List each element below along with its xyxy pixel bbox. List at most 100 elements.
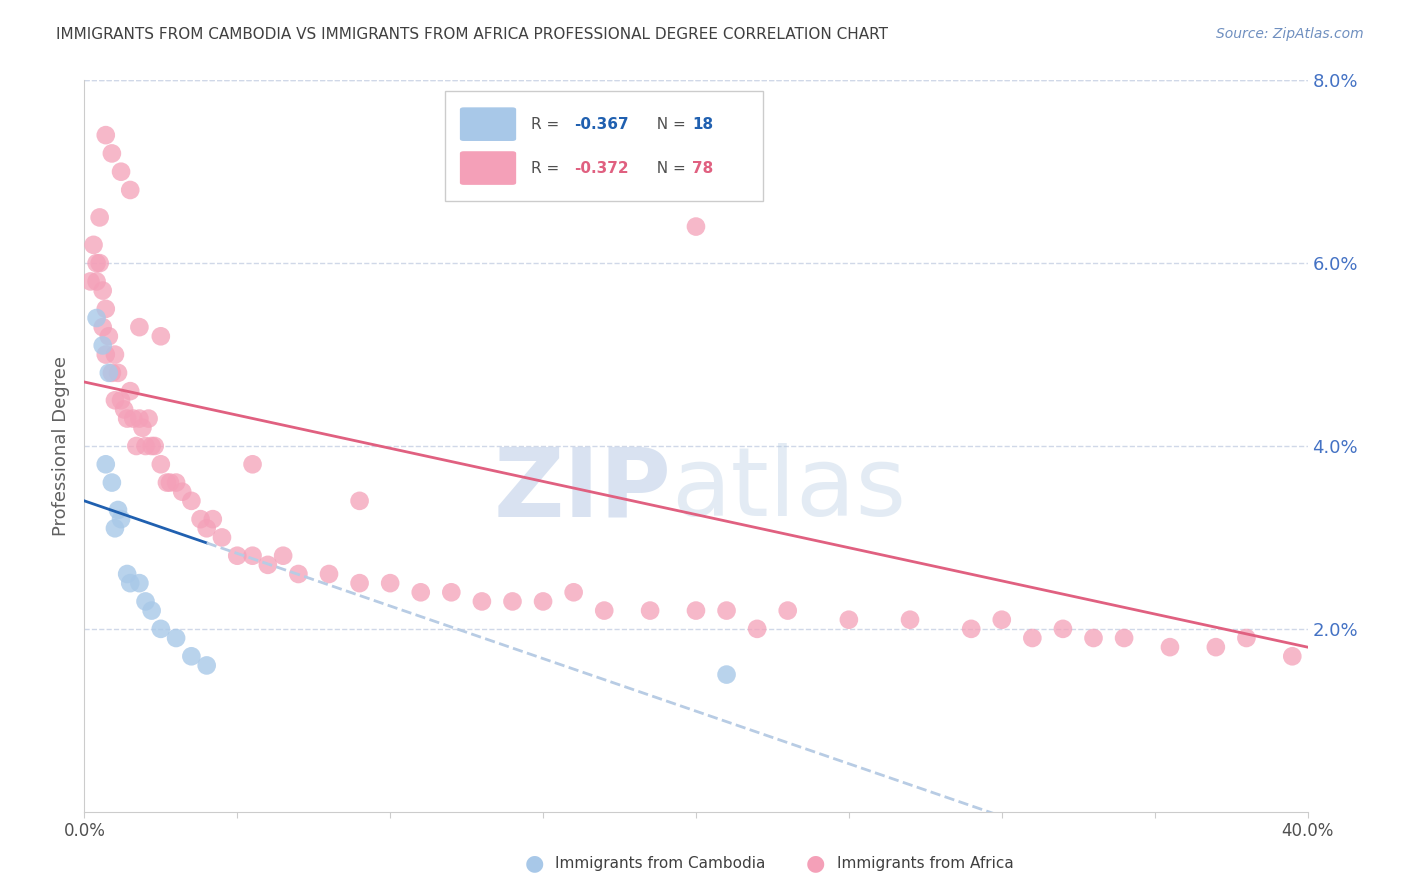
Point (242, 549, 264, 563)
Point (149, 329, 172, 343)
Text: Source: ZipAtlas.com: Source: ZipAtlas.com (1216, 27, 1364, 41)
Point (776, 603, 799, 617)
Text: ●: ● (524, 854, 544, 873)
Point (318, 567, 340, 582)
Point (149, 622, 172, 636)
Point (97, 329, 120, 343)
Point (97, 366, 120, 380)
Point (593, 603, 616, 617)
Point (471, 594, 494, 608)
Point (1205, 640, 1227, 655)
Point (94, 347, 117, 362)
Point (94, 128, 117, 143)
Point (502, 594, 524, 608)
Point (1021, 631, 1043, 645)
Point (86, 256, 108, 270)
Point (125, 439, 148, 453)
Point (83, 238, 105, 252)
Point (128, 411, 150, 425)
Point (271, 549, 294, 563)
Text: ZIP: ZIP (494, 443, 672, 536)
Text: -0.367: -0.367 (574, 117, 628, 132)
Point (562, 585, 585, 599)
Point (110, 512, 132, 526)
Point (638, 603, 661, 617)
FancyBboxPatch shape (460, 107, 516, 141)
Point (143, 439, 166, 453)
Text: R =: R = (531, 161, 564, 176)
Text: Immigrants from Cambodia: Immigrants from Cambodia (555, 856, 766, 871)
Point (195, 521, 218, 535)
Point (409, 585, 432, 599)
Point (716, 603, 738, 617)
Point (104, 521, 127, 535)
Point (685, 603, 707, 617)
Point (440, 585, 463, 599)
Point (131, 420, 153, 434)
Point (898, 613, 921, 627)
Point (101, 475, 124, 490)
Point (960, 622, 983, 636)
Point (107, 366, 129, 380)
Point (86, 275, 108, 289)
Point (115, 567, 138, 582)
Point (120, 183, 142, 197)
Point (180, 649, 202, 664)
Point (120, 384, 142, 399)
Text: atlas: atlas (672, 443, 907, 536)
Point (89, 211, 111, 225)
Text: 78: 78 (692, 161, 714, 176)
Point (257, 558, 280, 572)
Point (128, 576, 150, 591)
Y-axis label: Professional Degree: Professional Degree (52, 356, 70, 536)
Point (101, 366, 124, 380)
Point (128, 320, 150, 334)
Point (135, 594, 157, 608)
Point (991, 613, 1014, 627)
Point (165, 475, 187, 490)
Point (141, 439, 163, 453)
Point (120, 576, 142, 591)
Point (1236, 631, 1258, 645)
Point (242, 458, 264, 472)
Point (110, 164, 132, 178)
Point (156, 475, 179, 490)
Point (716, 667, 738, 681)
Point (190, 512, 212, 526)
Point (141, 603, 163, 617)
Point (380, 576, 402, 591)
Point (112, 402, 135, 417)
Point (1159, 640, 1181, 655)
Point (349, 576, 371, 591)
Point (838, 613, 860, 627)
Point (211, 530, 233, 544)
Point (159, 475, 181, 490)
Point (91, 338, 114, 352)
Point (104, 347, 127, 362)
Point (104, 393, 127, 408)
Point (89, 256, 111, 270)
Point (685, 219, 707, 234)
Point (101, 146, 124, 161)
Point (94, 301, 117, 316)
FancyBboxPatch shape (460, 152, 516, 185)
Point (138, 411, 160, 425)
FancyBboxPatch shape (446, 91, 763, 201)
Text: Immigrants from Africa: Immigrants from Africa (837, 856, 1014, 871)
Point (122, 411, 145, 425)
Point (1114, 631, 1136, 645)
Point (110, 393, 132, 408)
Point (180, 493, 202, 508)
Point (747, 622, 769, 636)
Point (531, 594, 554, 608)
Point (195, 658, 218, 673)
Point (349, 493, 371, 508)
Point (79, 275, 101, 289)
Point (135, 439, 157, 453)
Point (94, 458, 117, 472)
Point (165, 631, 187, 645)
Point (226, 549, 249, 563)
Point (107, 503, 129, 517)
Text: R =: R = (531, 117, 564, 132)
Point (91, 284, 114, 298)
